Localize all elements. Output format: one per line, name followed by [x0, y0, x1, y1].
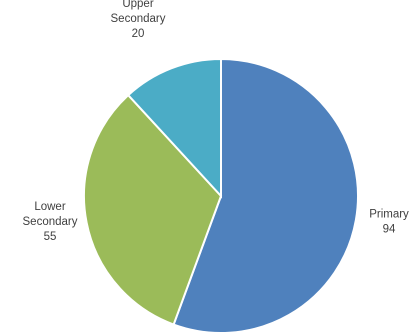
pie-slice-primary — [172, 57, 359, 333]
data-label-primary: Primary 94 — [369, 209, 409, 236]
pie-slices — [83, 57, 359, 333]
data-label-upper-secondary: Upper Secondary 20 — [111, 0, 166, 40]
data-label-lower-secondary: Lower Secondary 55 — [23, 201, 78, 243]
pie-data-labels: Primary 94 Lower Secondary 55 Upper Secondary 2… — [23, 0, 410, 243]
pie-slice-upper-secondary — [126, 57, 222, 199]
pie-slice-lower-secondary — [83, 93, 223, 326]
